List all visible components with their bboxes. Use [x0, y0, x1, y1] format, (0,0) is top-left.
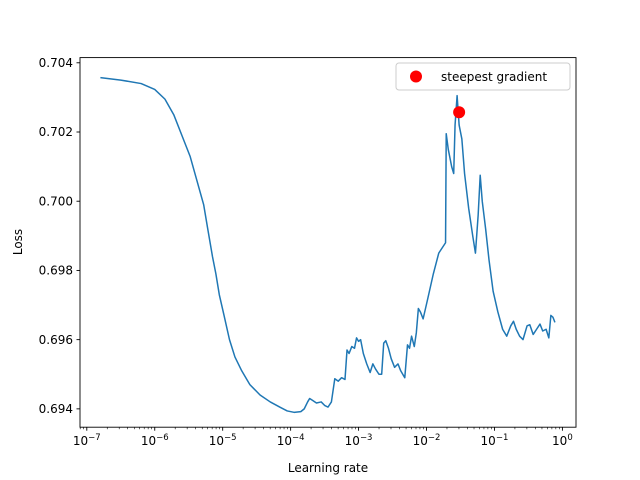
plot-frame — [79, 57, 577, 428]
y-tick-label: 0.700 — [39, 194, 73, 208]
x-axis-label: Learning rate — [288, 461, 368, 475]
y-tick-label: 0.704 — [39, 56, 73, 70]
y-tick-label: 0.698 — [39, 264, 73, 278]
x-tick-label: 100 — [552, 433, 573, 448]
x-tick-label: 10−4 — [277, 433, 305, 448]
legend: steepest gradient — [395, 62, 571, 91]
x-tick-label: 10−5 — [209, 433, 237, 448]
x-tick-label: 10−2 — [413, 433, 441, 448]
x-tick-label: 10−6 — [141, 433, 169, 448]
y-tick-label: 0.702 — [39, 125, 73, 139]
loss-curve-line — [100, 76, 556, 414]
x-axis-ticks: 10−7 10−6 10−5 10−4 10−3 10−2 10−1 100 — [73, 427, 573, 448]
legend-box — [395, 62, 571, 91]
legend-label: steepest gradient — [441, 70, 547, 84]
y-tick-label: 0.694 — [39, 402, 73, 416]
x-tick-label: 10−1 — [481, 433, 509, 448]
y-axis-label: Loss — [11, 229, 25, 255]
legend-marker — [410, 70, 422, 83]
y-axis-ticks: 0.694 0.696 0.698 0.700 0.702 0.704 — [39, 56, 80, 416]
y-tick-label: 0.696 — [39, 333, 73, 347]
steepest-gradient-point — [453, 106, 466, 119]
x-tick-label: 10−3 — [345, 433, 373, 448]
x-tick-label: 10−7 — [73, 433, 101, 448]
plot-layer — [100, 76, 556, 414]
